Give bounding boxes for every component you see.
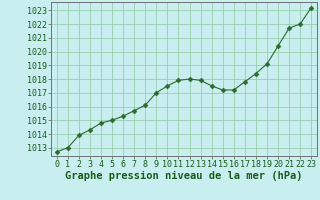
X-axis label: Graphe pression niveau de la mer (hPa): Graphe pression niveau de la mer (hPa) — [65, 171, 303, 181]
